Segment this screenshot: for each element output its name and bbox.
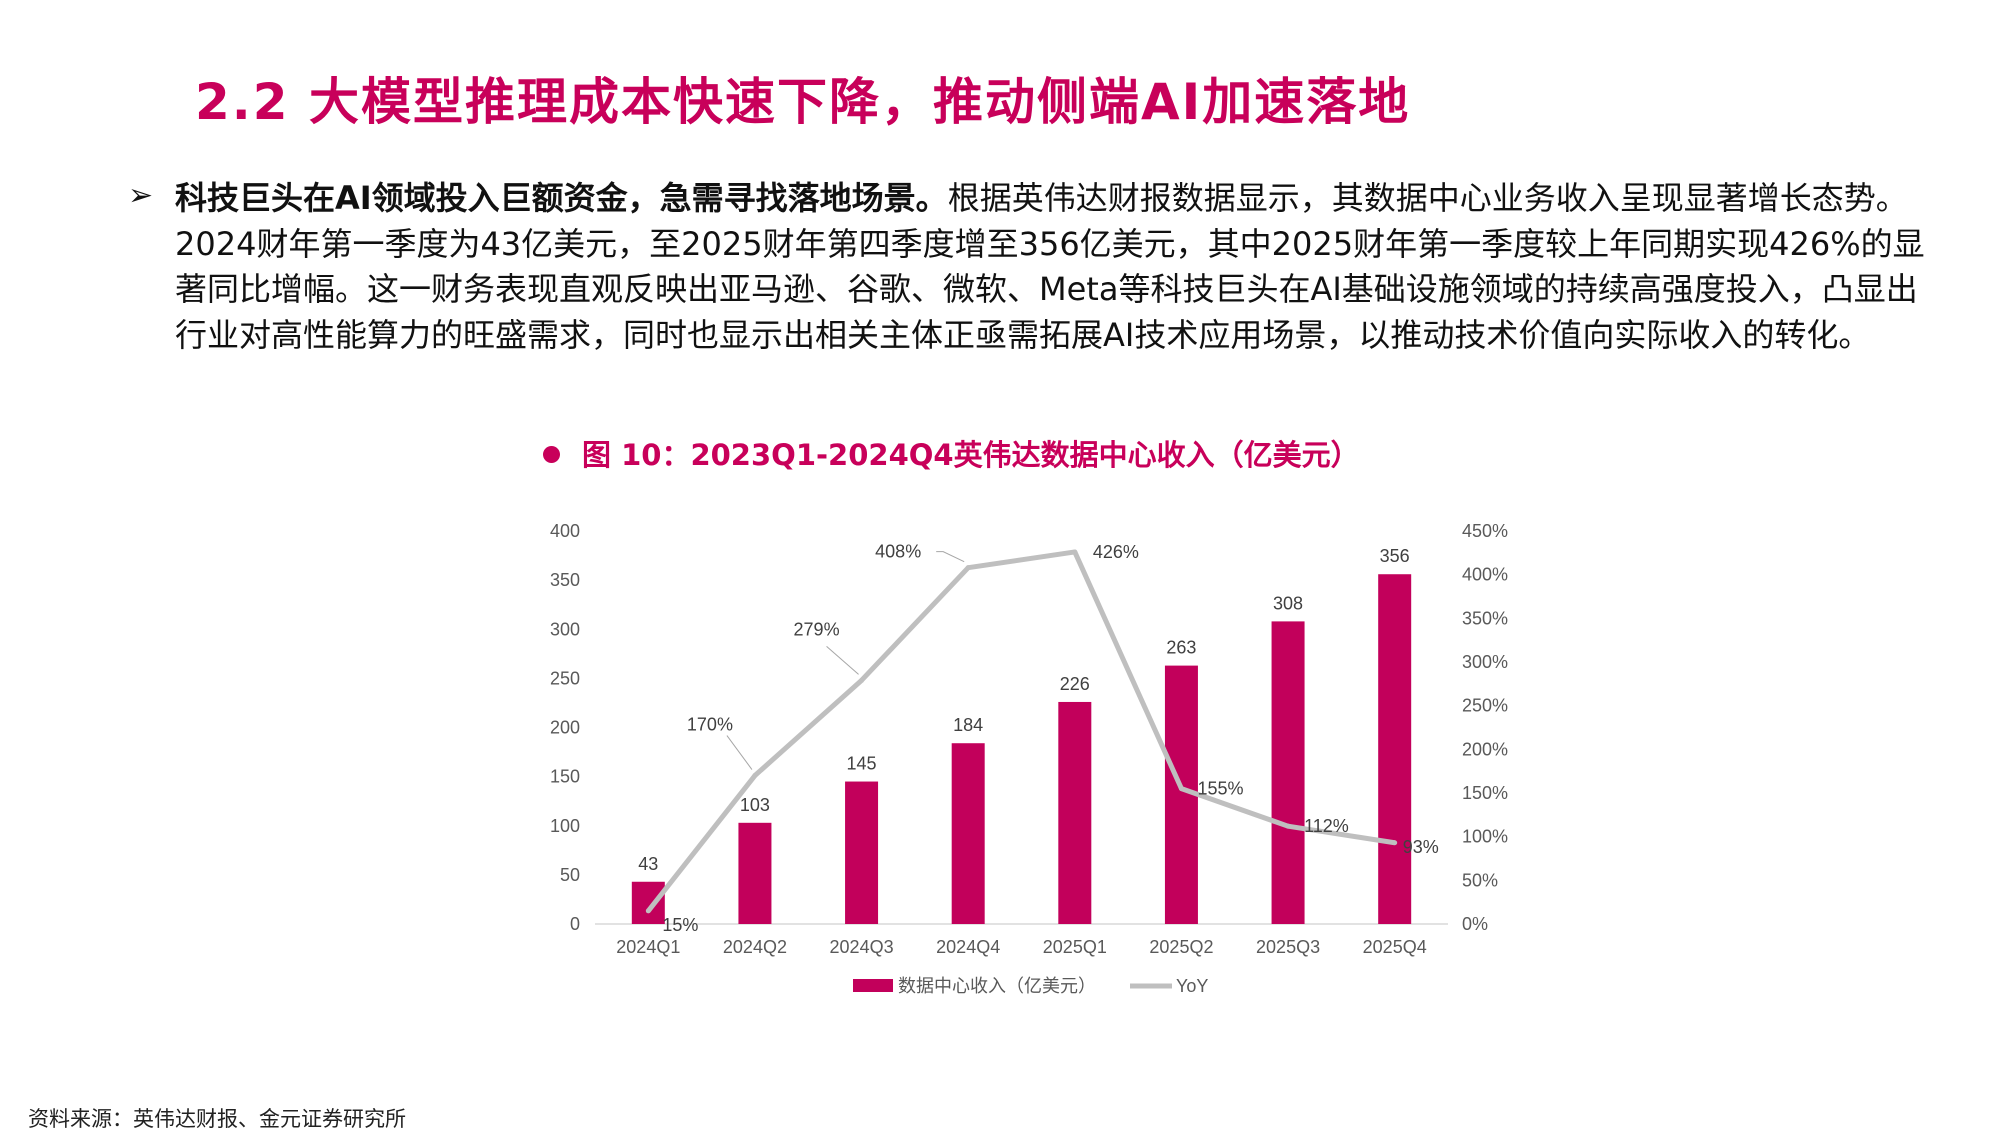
x-axis-tick: 2025Q3 xyxy=(1256,937,1320,957)
x-axis-tick: 2024Q4 xyxy=(936,937,1000,957)
left-axis-tick: 400 xyxy=(550,521,580,541)
yoy-line xyxy=(646,549,1396,913)
right-axis-tick: 150% xyxy=(1462,783,1508,803)
x-axis-tick: 2025Q4 xyxy=(1363,937,1427,957)
yoy-data-label: 93% xyxy=(1403,837,1439,857)
yoy-point xyxy=(645,908,651,914)
page-title: 2.2 大模型推理成本快速下降，推动侧端AI加速落地 xyxy=(195,73,1411,131)
yoy-data-label: 408% xyxy=(875,542,921,562)
yoy-data-label: 170% xyxy=(687,715,733,735)
yoy-point xyxy=(752,773,758,779)
left-axis-tick: 250 xyxy=(550,668,580,688)
left-axis-tick: 0 xyxy=(570,914,580,934)
bar-data-label: 43 xyxy=(638,854,658,874)
bar-data-label: 263 xyxy=(1166,638,1196,658)
legend-bar-label: 数据中心收入（亿美元） xyxy=(898,976,1096,996)
left-axis-tick: 150 xyxy=(550,767,580,787)
yoy-point xyxy=(859,677,865,683)
bar-data-label: 184 xyxy=(953,715,983,735)
bar xyxy=(738,822,772,924)
bar xyxy=(631,881,665,924)
bar-data-label: 308 xyxy=(1273,593,1303,613)
bar-data-label: 226 xyxy=(1060,674,1090,694)
bar-data-label: 356 xyxy=(1380,546,1410,566)
left-axis-tick: 100 xyxy=(550,816,580,836)
bar xyxy=(1271,621,1305,924)
yoy-leader-line xyxy=(936,551,965,563)
yoy-point xyxy=(1178,786,1184,792)
right-axis-tick: 0% xyxy=(1462,914,1488,934)
yoy-leader-line xyxy=(826,645,859,675)
yoy-data-label: 15% xyxy=(662,915,698,935)
left-axis-tick: 50 xyxy=(560,865,580,885)
caption-dot-icon xyxy=(543,445,560,463)
right-axis-tick: 400% xyxy=(1462,565,1508,585)
right-axis-tick: 200% xyxy=(1462,739,1508,759)
yoy-data-label: 279% xyxy=(794,619,840,639)
yoy-data-label: 426% xyxy=(1093,542,1139,562)
yoy-point xyxy=(1285,823,1291,829)
bar-data-label: 145 xyxy=(847,754,877,774)
yoy-data-label: 112% xyxy=(1304,816,1349,836)
right-axis-tick: 350% xyxy=(1462,608,1508,628)
bar xyxy=(1058,701,1092,924)
x-axis-tick: 2024Q2 xyxy=(723,937,787,957)
left-axis-tick: 200 xyxy=(550,718,580,738)
body-paragraph: 科技巨头在AI领域投入巨额资金，急需寻找落地场景。根据英伟达财报数据显示，其数据… xyxy=(175,176,1935,358)
left-axis-tick: 350 xyxy=(550,570,580,590)
bar-data-label: 103 xyxy=(740,795,770,815)
x-axis-tick: 2024Q1 xyxy=(616,937,680,957)
bar xyxy=(845,781,879,924)
left-axis-tick: 300 xyxy=(550,619,580,639)
right-axis-tick: 450% xyxy=(1462,521,1508,541)
legend-line-label: YoY xyxy=(1176,976,1208,996)
yoy-point xyxy=(965,565,971,571)
right-axis-tick: 300% xyxy=(1462,652,1508,672)
right-axis-tick: 50% xyxy=(1462,870,1498,890)
figure-caption: 图 10：2023Q1-2024Q4英伟达数据中心收入（亿美元） xyxy=(543,432,1360,474)
legend-bar-swatch xyxy=(853,979,893,992)
yoy-point xyxy=(1072,549,1078,555)
x-axis-tick: 2025Q1 xyxy=(1043,937,1107,957)
right-axis-tick: 250% xyxy=(1462,696,1508,716)
body-lead: 科技巨头在AI领域投入巨额资金，急需寻找落地场景。 xyxy=(175,179,948,217)
right-axis-tick: 100% xyxy=(1462,827,1508,847)
arrow-bullet-icon: ➢ xyxy=(128,178,154,213)
yoy-point xyxy=(1392,840,1398,846)
yoy-data-label: 155% xyxy=(1197,779,1243,799)
x-axis-tick: 2024Q3 xyxy=(830,937,894,957)
yoy-leader-line xyxy=(726,735,753,770)
source-note: 资料来源：英伟达财报、金元证券研究所 xyxy=(28,1107,406,1131)
x-axis-tick: 2025Q2 xyxy=(1149,937,1213,957)
caption-text: 图 10：2023Q1-2024Q4英伟达数据中心收入（亿美元） xyxy=(582,438,1360,472)
bar xyxy=(1378,574,1412,924)
body-text: 根据英伟达财报数据显示，其数据中心业务收入呈现显著增长态势。2024财年第一季度… xyxy=(175,179,1925,354)
bar xyxy=(951,743,985,924)
